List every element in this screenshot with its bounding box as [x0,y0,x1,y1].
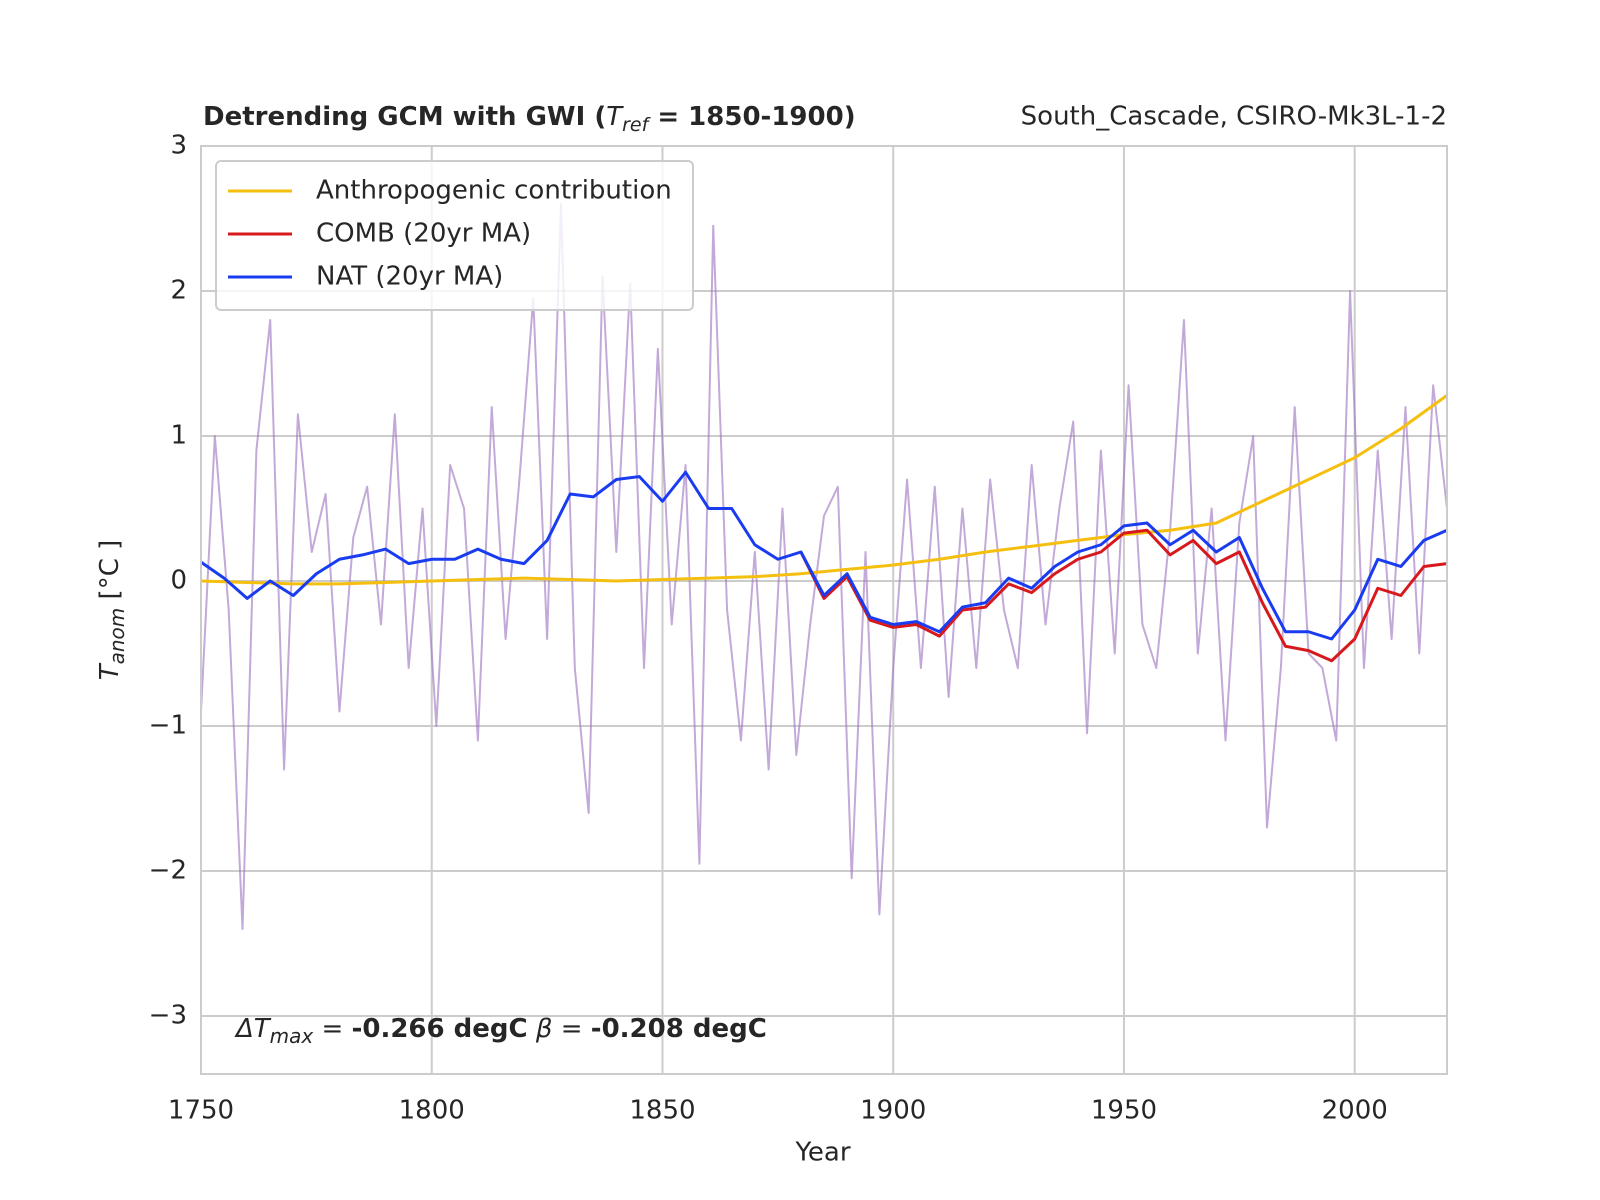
plot-frame [200,145,1448,1075]
annotation-text: β = [528,1014,591,1044]
title-symbol: T [606,102,624,132]
legend: Anthropogenic contribution COMB (20yr MA)… [215,160,694,311]
legend-label: COMB (20yr MA) [316,219,531,249]
annotation-value: -0.266 degC [352,1014,528,1044]
x-tick-label: 2000 [1322,1096,1388,1126]
y-tick-label: −2 [149,856,187,886]
title-text: = 1850-1900) [648,102,855,132]
y-label-symbol: T [95,662,125,680]
annotation-subscript: max [270,1024,314,1048]
annotation: ΔTmax = -0.266 degC β = -0.208 degC [234,1014,767,1048]
annotation-text: = [313,1014,351,1044]
ma-line [799,528,1448,663]
x-axis-label: Year [794,1138,850,1168]
x-tick-label: 1900 [860,1096,926,1126]
chart-subtitle: South_Cascade, CSIRO-Mk3L-1-2 [1021,102,1447,132]
x-tick-label: 1850 [629,1096,695,1126]
y-axis-label: Tanom [°C ] [95,540,129,681]
plot-lines [200,203,1448,930]
ma-line [200,394,1448,586]
y-tick-label: 2 [170,276,187,306]
x-tick-label: 1950 [1091,1096,1157,1126]
x-tick-label: 1750 [168,1096,234,1126]
title-text: Detrending GCM with GWI ( [203,102,606,132]
title-subscript: ref [622,114,652,136]
y-tick-label: −1 [149,711,187,741]
legend-label: NAT (20yr MA) [316,262,503,292]
y-label-subscript: anom [105,608,129,665]
y-tick-label: 1 [170,421,187,451]
legend-label: Anthropogenic contribution [316,176,672,206]
y-tick-label: 3 [170,131,187,161]
y-tick-label: 0 [170,566,187,596]
raw-line [200,203,1448,930]
legend-box [215,160,694,311]
ma-line [200,470,1448,641]
chart-title: Detrending GCM with GWI (Tref = 1850-190… [203,102,856,136]
y-label-unit: [°C ] [95,540,125,608]
annotation-value: -0.208 degC [591,1014,767,1044]
y-tick-label: −3 [149,1001,187,1031]
x-tick-label: 1800 [399,1096,465,1126]
annotation-symbol: ΔT [234,1014,272,1044]
